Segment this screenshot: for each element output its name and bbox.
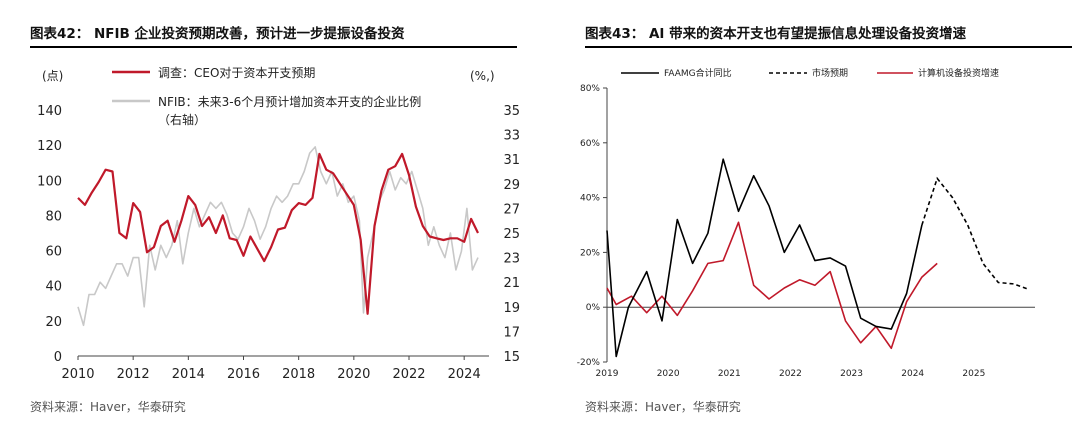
y-tick-label: 20% (580, 248, 600, 258)
faamg-chart: -20% 0% 20% 40% 60% 80% 2019 2020 2021 2022 2023 20… (577, 67, 1035, 379)
right-tick-label: 33 (503, 129, 520, 144)
x-tick-label: 2018 (282, 367, 315, 382)
x-tick-label: 2024 (901, 369, 924, 379)
legend-label-computer: 计算机设备投资增速 (918, 67, 999, 79)
y-tick-label: 80% (580, 84, 600, 94)
x-tick-label: 2022 (392, 367, 425, 382)
right-axis-unit: (%,) (470, 69, 495, 83)
series-line-ceo (77, 152, 479, 315)
x-tick-label: 2020 (337, 367, 370, 382)
chart-title: 图表42： NFIB 企业投资预期改善，预计进一步提振设备投资 (30, 26, 405, 42)
right-tick-label: 17 (503, 325, 520, 340)
legend-label-faamg: FAAMG合计同比 (664, 67, 732, 79)
right-tick-label: 31 (503, 153, 520, 168)
x-tick-label: 2020 (657, 369, 680, 379)
y-tick-label: 60% (580, 139, 600, 149)
nfib-chart: 2010 2012 2014 2016 2018 2020 2022 2024 0 20 40 60 8… (37, 66, 520, 382)
legend-label-market: 市场预期 (812, 67, 848, 79)
source-note: 资料来源：Haver，华泰研究 (585, 400, 741, 414)
chart-panel-nfib: 图表42： NFIB 企业投资预期改善，预计进一步提振设备投资 2010 2012… (0, 0, 525, 429)
left-tick-label: 100 (37, 174, 62, 189)
left-tick-label: 40 (45, 280, 62, 295)
title-rule (30, 46, 517, 48)
series-line-faamg (606, 158, 923, 358)
left-tick-label: 140 (37, 104, 62, 119)
right-tick-label: 35 (503, 104, 520, 119)
x-tick-label: 2014 (172, 367, 205, 382)
x-tick-label: 2021 (718, 369, 741, 379)
right-tick-label: 29 (503, 178, 520, 193)
series-line-computer-equipment (606, 221, 938, 350)
left-tick-label: 120 (37, 139, 62, 154)
source-note: 资料来源：Haver，华泰研究 (30, 400, 186, 414)
right-tick-label: 27 (503, 202, 520, 217)
series-line-market-expectation (921, 176, 1030, 291)
series-line-nfib (77, 146, 479, 327)
x-tick-label: 2025 (962, 369, 985, 379)
right-tick-label: 21 (503, 276, 520, 291)
x-tick-label: 2012 (117, 367, 150, 382)
right-tick-label: 19 (503, 301, 520, 316)
x-tick-label: 2022 (779, 369, 802, 379)
x-tick-label: 2023 (840, 369, 863, 379)
title-rule (585, 46, 1072, 48)
x-tick-label: 2010 (61, 367, 94, 382)
left-tick-label: 60 (45, 245, 62, 260)
legend-label-ceo: 调查：CEO对于资本开支预期 (158, 66, 315, 80)
left-axis-unit: (点) (42, 69, 63, 83)
left-tick-label: 0 (54, 350, 62, 365)
x-tick-label: 2016 (227, 367, 260, 382)
chart-panel-faamg: 图表43： AI 带来的资本开支也有望提振信息处理设备投资增速 -20% 0% 20… (555, 0, 1080, 429)
legend-label-right-axis: （右轴） (158, 112, 206, 127)
right-tick-label: 25 (503, 227, 520, 242)
chart-title: 图表43： AI 带来的资本开支也有望提振信息处理设备投资增速 (585, 26, 967, 42)
y-tick-label: 0% (586, 303, 601, 313)
right-tick-label: 15 (503, 350, 520, 365)
right-tick-label: 23 (503, 252, 520, 267)
left-tick-label: 80 (45, 209, 62, 224)
y-tick-label: 40% (580, 194, 600, 204)
x-tick-label: 2019 (596, 369, 619, 379)
legend-label-nfib: NFIB：未来3-6个月预计增加资本开支的企业比例 (158, 94, 421, 109)
x-tick-label: 2024 (448, 367, 481, 382)
y-tick-label: -20% (577, 358, 601, 368)
left-tick-label: 20 (45, 315, 62, 330)
